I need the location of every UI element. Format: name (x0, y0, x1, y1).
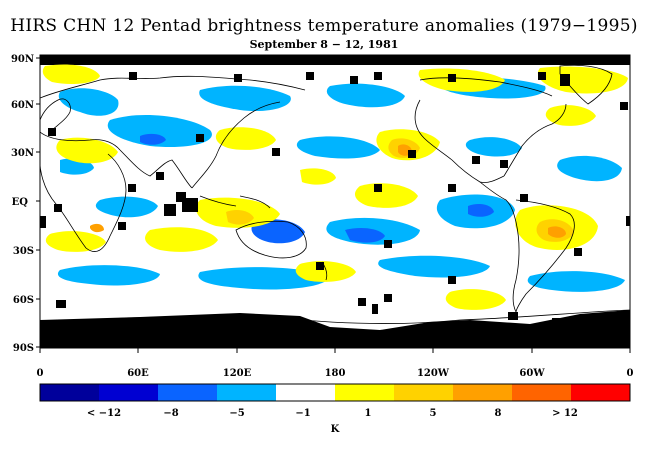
legend-label-neg1: −1 (295, 408, 310, 419)
strong-negative-anomaly-patches (140, 133, 494, 244)
legend-label-1: 1 (365, 408, 372, 419)
lon-label-0: 0 (37, 368, 44, 379)
map-title: HIRS CHN 12 Pentad brightness temperatur… (10, 16, 638, 36)
legend-label-8: 8 (495, 408, 502, 419)
legend-swatch (217, 384, 277, 401)
legend-swatch (394, 384, 454, 401)
legend-unit: K (331, 424, 340, 435)
latitude-axis: 90N 60N 30N EQ 30S 60S 90S (11, 54, 40, 354)
negative-anomaly-patches (57, 77, 625, 292)
legend-swatch (99, 384, 159, 401)
lon-label-120e: 120E (223, 368, 252, 379)
legend-label-5: 5 (430, 408, 437, 419)
lat-label-60s: 60S (13, 295, 34, 306)
legend-label-lt-12: < −12 (87, 408, 121, 419)
lat-label-90n: 90N (11, 54, 34, 65)
missing-data-band-south (40, 310, 630, 348)
legend-swatch (335, 384, 395, 401)
lon-label-60w: 60W (519, 368, 545, 379)
map-subtitle: September 8 − 12, 1981 (249, 38, 399, 51)
legend-label-gt12: > 12 (552, 408, 578, 419)
legend-frame (39, 383, 631, 402)
lon-label-120w: 120W (417, 368, 450, 379)
map-panel (39, 54, 631, 349)
missing-data-cells (40, 72, 630, 326)
lon-label-60e: 60E (127, 368, 149, 379)
longitude-axis: 0 60E 120E 180 120W 60W 0 (37, 348, 634, 379)
legend-label-neg8: −8 (163, 408, 178, 419)
legend-swatch (512, 384, 572, 401)
lon-label-180: 180 (325, 368, 346, 379)
legend-swatches (40, 384, 631, 401)
missing-data-band-north (40, 55, 630, 65)
legend-swatch (453, 384, 513, 401)
color-legend: < −12 −8 −5 −1 1 5 8 > 12 K (39, 383, 631, 435)
anomaly-field (40, 55, 630, 348)
legend-swatch (276, 384, 336, 401)
legend-swatch (158, 384, 218, 401)
legend-swatch (40, 384, 100, 401)
lon-label-0-east: 0 (627, 368, 634, 379)
legend-label-neg5: −5 (229, 408, 244, 419)
coastlines (40, 64, 630, 325)
lat-label-60n: 60N (11, 100, 34, 111)
lat-label-30n: 30N (11, 148, 34, 159)
lat-label-90s: 90S (13, 343, 34, 354)
legend-swatch (571, 384, 631, 401)
lat-label-30s: 30S (13, 246, 34, 257)
lat-label-eq: EQ (12, 197, 29, 208)
